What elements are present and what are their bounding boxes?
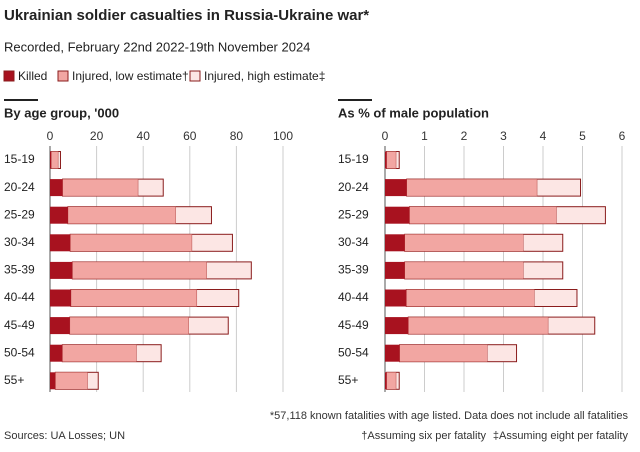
x-tick-label: 100 <box>273 129 293 143</box>
footnote: *57,118 known fatalities with age listed… <box>270 410 629 422</box>
legend-swatch <box>3 70 15 82</box>
x-tick-label: 40 <box>137 129 151 143</box>
bar-injured-low <box>404 261 524 280</box>
x-tick-label: 0 <box>382 129 389 143</box>
legend-label: Injured, high estimate‡ <box>204 69 325 83</box>
legend-swatch <box>57 70 69 82</box>
bar-killed <box>50 151 52 169</box>
panel-title: As % of male population <box>338 105 489 120</box>
bar-injured-low <box>406 178 538 197</box>
x-tick-label: 60 <box>183 129 197 143</box>
bar-injured-low <box>62 344 137 362</box>
y-tick-label: 55+ <box>4 373 24 387</box>
bar-killed <box>385 289 407 307</box>
bar-killed <box>50 206 68 224</box>
bar-injured-low <box>67 206 176 224</box>
y-tick-label: 35-39 <box>4 263 35 277</box>
y-tick-label: 30-34 <box>4 235 35 249</box>
bar-killed <box>50 317 70 335</box>
y-tick-label: 55+ <box>338 373 358 387</box>
source: Sources: UA Losses; UN <box>4 430 125 442</box>
y-tick-label: 35-39 <box>338 263 369 277</box>
x-tick-label: 20 <box>90 129 104 143</box>
bar-injured-low <box>404 234 524 252</box>
chart-subtitle: Recorded, February 22nd 2022-19th Novemb… <box>4 39 310 54</box>
footnote: ‡Assuming eight per fatality <box>493 430 629 442</box>
bar-killed <box>385 206 410 224</box>
bar-killed <box>385 372 387 390</box>
footnote: †Assuming six per fatality <box>361 430 486 442</box>
x-tick-label: 1 <box>421 129 428 143</box>
bar-killed <box>385 179 407 197</box>
y-tick-label: 20-24 <box>338 180 369 194</box>
y-tick-label: 45-49 <box>4 318 35 332</box>
bar-killed <box>50 344 63 362</box>
bar-injured-low <box>62 178 139 197</box>
x-tick-label: 3 <box>500 129 507 143</box>
bar-killed <box>385 261 405 279</box>
y-tick-label: 20-24 <box>4 180 35 194</box>
legend-label: Injured, low estimate† <box>72 69 189 83</box>
bar-injured-low <box>50 151 59 169</box>
bar-injured-low <box>72 261 207 280</box>
chart-title: Ukrainian soldier casualties in Russia-U… <box>4 7 369 24</box>
bar-killed <box>50 289 71 307</box>
bar-injured-low <box>70 289 198 307</box>
y-tick-label: 40-44 <box>4 290 35 304</box>
x-tick-label: 80 <box>230 129 244 143</box>
y-tick-label: 15-19 <box>4 152 35 166</box>
bar-injured-low <box>386 151 397 169</box>
x-tick-label: 6 <box>619 129 626 143</box>
bar-killed <box>50 179 63 197</box>
y-tick-label: 25-29 <box>338 207 369 221</box>
y-tick-label: 50-54 <box>4 345 35 359</box>
legend-label: Killed <box>18 69 47 83</box>
bar-injured-low <box>409 206 557 224</box>
bar-injured-low <box>69 316 189 335</box>
bar-killed <box>385 234 405 252</box>
bar-killed <box>385 151 387 169</box>
legend-swatch <box>189 70 201 82</box>
y-tick-label: 45-49 <box>338 318 369 332</box>
bar-injured-low <box>386 372 397 390</box>
bar-injured-low <box>70 234 193 252</box>
y-tick-label: 40-44 <box>338 290 369 304</box>
bar-killed <box>50 234 71 252</box>
bar-injured-low <box>408 316 549 335</box>
bar-injured-low <box>55 372 88 390</box>
x-tick-label: 2 <box>461 129 468 143</box>
x-tick-label: 0 <box>47 129 54 143</box>
y-tick-label: 25-29 <box>4 207 35 221</box>
y-tick-label: 15-19 <box>338 152 369 166</box>
y-tick-label: 30-34 <box>338 235 369 249</box>
x-tick-label: 4 <box>540 129 547 143</box>
bar-killed <box>50 261 73 279</box>
bar-injured-low <box>399 344 488 362</box>
x-tick-label: 5 <box>579 129 586 143</box>
y-tick-label: 50-54 <box>338 345 369 359</box>
bar-injured-low <box>406 289 535 307</box>
bar-killed <box>385 344 400 362</box>
bar-killed <box>50 372 56 390</box>
panel-title: By age group, '000 <box>4 105 119 120</box>
bar-killed <box>385 317 409 335</box>
